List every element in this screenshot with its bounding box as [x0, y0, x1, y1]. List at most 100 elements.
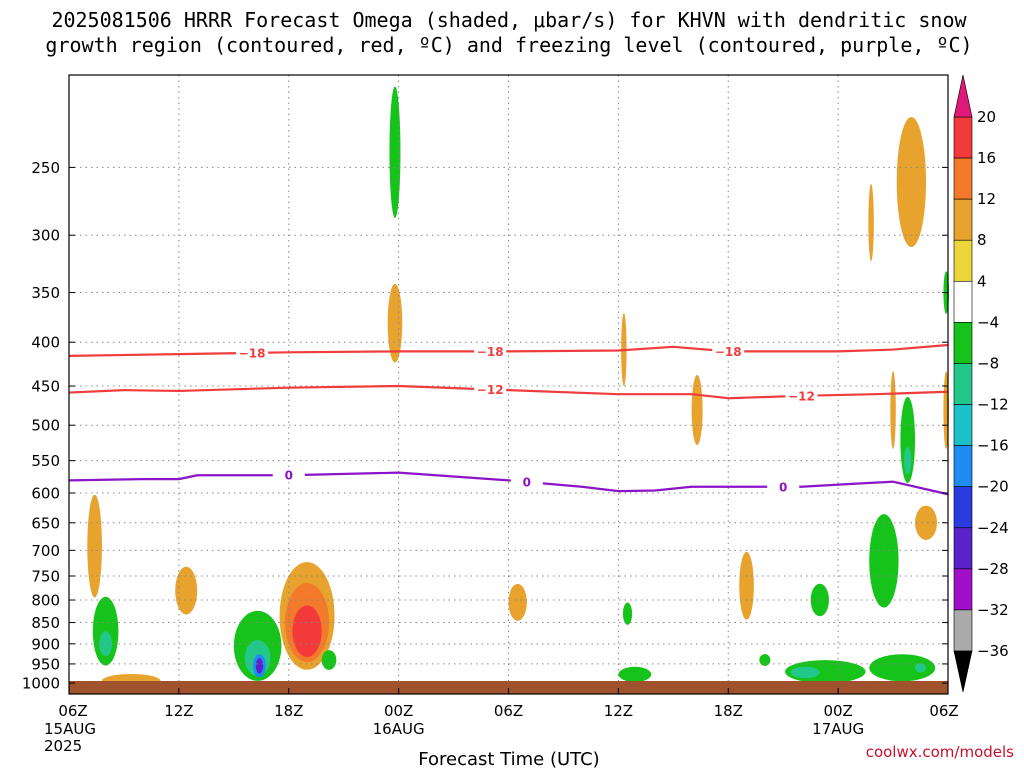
- contour-label-bg-2-2: [767, 479, 800, 494]
- omega-region-0: [92, 596, 119, 666]
- contour-label-0-1: −18: [477, 345, 504, 359]
- contour-label-bg-0-2: [712, 344, 745, 359]
- colorbar-band-9: [953, 486, 973, 529]
- omega-region-22: [810, 583, 829, 617]
- y-tick-label-650: 650: [31, 514, 60, 532]
- y-tick-label-500: 500: [31, 417, 60, 435]
- contour-label-2-0: 0: [285, 469, 293, 483]
- contour-label-bg-0-1: [474, 344, 507, 359]
- omega-region-14: [387, 283, 403, 363]
- x-tick-sublabel-0-1: 2025: [44, 737, 82, 755]
- contour-label-2-1: 0: [523, 476, 531, 490]
- colorbar-bottom-arrow: [953, 650, 973, 693]
- colorbar-tick-1: 16: [977, 149, 996, 167]
- contour-label-bg-1-1: [785, 388, 818, 403]
- colorbar-tick-7: −12: [977, 396, 1009, 414]
- omega-region-31: [868, 183, 874, 262]
- colorbar: 20 16 12 8 4 −4 −8 −12 −16 −20 −24 −28 −32 −36: [953, 74, 1009, 693]
- omega-region-27: [869, 514, 899, 608]
- chart-title-line-2: growth region (contoured, red, ºC) and f…: [45, 33, 972, 57]
- x-tick-label-8: 06Z: [929, 702, 958, 720]
- contour-label-1-1: −12: [788, 389, 815, 403]
- x-tick-sublabel-3-0: 16AUG: [373, 720, 425, 738]
- omega-region-26: [915, 663, 927, 673]
- x-tick-label-2: 18Z: [274, 702, 303, 720]
- colorbar-band-1: [953, 157, 973, 200]
- colorbar-top-arrow: [953, 74, 973, 118]
- omega-region-29: [904, 447, 912, 475]
- omega-region-21: [759, 654, 771, 666]
- contour-label-2-2: 0: [779, 480, 787, 494]
- omega-region-19: [691, 375, 703, 445]
- contour-label-0-0: −18: [239, 346, 266, 360]
- omega-region-17: [622, 602, 633, 625]
- omega-shading: [87, 86, 949, 688]
- omega-region-30: [896, 116, 927, 248]
- colorbar-tick-11: −28: [977, 560, 1009, 578]
- contour-label-1-0: −12: [477, 383, 504, 397]
- x-axis-label: Forecast Time (UTC): [418, 749, 599, 768]
- colorbar-tick-9: −20: [977, 478, 1009, 496]
- colorbar-band-5: [953, 322, 973, 364]
- colorbar-tick-8: −16: [977, 437, 1009, 455]
- y-tick-label-250: 250: [31, 159, 60, 177]
- colorbar-band-8: [953, 445, 973, 487]
- y-tick-label-900: 900: [31, 635, 60, 653]
- y-tick-label-700: 700: [31, 542, 60, 560]
- contour-label-bg-1-0: [474, 382, 507, 397]
- omega-region-28: [900, 396, 916, 483]
- omega-region-32: [890, 371, 896, 449]
- y-tick-label-550: 550: [31, 452, 60, 470]
- y-tick-label-300: 300: [31, 227, 60, 245]
- colorbar-band-2: [953, 198, 973, 241]
- y-tick-label-600: 600: [31, 485, 60, 503]
- colorbar-band-0: [953, 116, 973, 159]
- x-tick-label-7: 00Z: [823, 702, 852, 720]
- y-tick-label-800: 800: [31, 592, 60, 610]
- colorbar-band-7: [953, 404, 973, 446]
- y-tick-label-350: 350: [31, 284, 60, 302]
- chart-title-line-1: 2025081506 HRRR Forecast Omega (shaded, …: [51, 8, 967, 32]
- x-tick-label-4: 06Z: [494, 702, 523, 720]
- y-axis: 250 300 350 400 450 500 550 600 650 700 750 800 850 9…: [22, 159, 948, 693]
- omega-region-4: [175, 566, 198, 615]
- colorbar-tick-13: −36: [977, 642, 1009, 660]
- colorbar-tick-5: −4: [977, 313, 999, 331]
- omega-region-13: [389, 86, 401, 218]
- colorbar-band-6: [953, 363, 973, 405]
- contour-label-bg-0-0: [236, 345, 269, 360]
- x-tick-sublabel-0-0: 15AUG: [44, 720, 96, 738]
- colorbar-band-11: [953, 568, 973, 611]
- x-tick-sublabel-7-0: 17AUG: [812, 720, 864, 738]
- watermark: coolwx.com/models: [866, 743, 1014, 761]
- omega-region-12: [321, 650, 337, 670]
- omega-region-25: [869, 654, 936, 682]
- colorbar-band-12: [953, 609, 973, 652]
- omega-region-18: [618, 666, 652, 682]
- colorbar-tick-10: −24: [977, 519, 1009, 537]
- omega-region-2: [87, 494, 102, 598]
- omega-region-8: [255, 658, 264, 674]
- contour-label-bg-2-1: [510, 475, 543, 490]
- x-tick-label-5: 12Z: [604, 702, 633, 720]
- y-tick-label-750: 750: [31, 568, 60, 586]
- x-tick-label-3: 00Z: [384, 702, 413, 720]
- y-tick-label-950: 950: [31, 655, 60, 673]
- contour-label-0-2: −18: [715, 345, 742, 359]
- colorbar-tick-4: 4: [977, 272, 987, 290]
- y-tick-label-450: 450: [31, 378, 60, 396]
- contour-line-2: [68, 471, 949, 496]
- omega-region-1: [99, 631, 113, 657]
- y-tick-label-850: 850: [31, 614, 60, 632]
- colorbar-band-4: [953, 281, 973, 323]
- colorbar-tick-3: 8: [977, 231, 987, 249]
- y-tick-label-400: 400: [31, 334, 60, 352]
- colorbar-tick-2: 12: [977, 190, 996, 208]
- x-tick-label-6: 18Z: [714, 702, 743, 720]
- omega-region-24: [790, 666, 820, 679]
- omega-region-15: [508, 583, 527, 621]
- x-tick-label-0: 06Z: [58, 702, 87, 720]
- colorbar-tick-6: −8: [977, 354, 999, 372]
